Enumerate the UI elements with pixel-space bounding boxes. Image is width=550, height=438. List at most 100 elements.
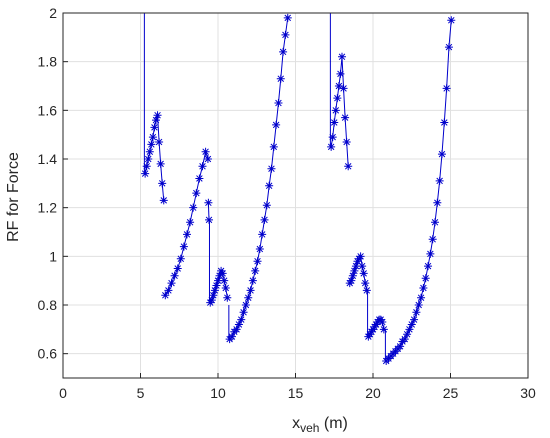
data-point-marker: [353, 257, 362, 266]
data-point-marker: [327, 142, 336, 151]
data-point-marker: [338, 52, 346, 61]
data-point-marker: [331, 106, 340, 115]
x-axis-label-unit: (m): [319, 415, 347, 432]
data-point-marker: [170, 271, 179, 280]
data-point-marker: [218, 269, 227, 278]
data-point-marker: [342, 137, 351, 146]
data-point-marker: [142, 162, 151, 171]
axis-ticks: 0 5 10 15 20 25 30 0.6 0.8 1 1.2 1.4 1.6 1.8 2: [38, 5, 536, 401]
data-point-marker: [276, 74, 285, 83]
data-point-marker: [362, 286, 371, 295]
data-point-marker: [369, 325, 377, 334]
data-point-marker: [203, 155, 212, 163]
data-point-marker: [345, 279, 354, 288]
data-point-marker: [447, 16, 456, 25]
data-point-marker: [433, 198, 442, 207]
x-tick-label: 10: [210, 385, 226, 401]
data-point-marker: [195, 174, 204, 183]
data-point-marker: [431, 218, 439, 227]
data-point-marker: [350, 266, 359, 275]
data-point-marker: [234, 320, 243, 329]
data-point-marker: [173, 264, 182, 273]
y-tick-label: 1.2: [38, 200, 58, 216]
y-tick-label: 0.6: [38, 346, 58, 362]
data-point-marker: [274, 99, 283, 108]
y-tick-label: 1: [49, 248, 57, 264]
data-point-marker: [164, 286, 173, 295]
data-point-marker: [207, 296, 216, 305]
data-point-marker: [155, 137, 164, 146]
data-point-marker: [396, 342, 405, 351]
data-point-marker: [267, 164, 276, 173]
data-point-marker: [421, 274, 430, 283]
data-point-marker: [330, 118, 339, 127]
y-tick-label: 1.8: [38, 54, 58, 70]
data-point-marker: [145, 147, 154, 156]
data-point-marker: [265, 181, 274, 190]
data-point-marker: [378, 318, 387, 327]
data-point-marker: [279, 47, 288, 56]
data-point-marker: [239, 308, 248, 317]
data-point-marker: [158, 179, 167, 188]
data-point-marker: [232, 325, 241, 334]
data-point-marker: [253, 257, 262, 266]
data-point-marker: [372, 320, 381, 329]
data-point-marker: [412, 308, 421, 317]
x-tick-label: 25: [443, 385, 459, 401]
data-point-marker: [424, 262, 433, 271]
data-point-marker: [269, 142, 278, 151]
data-point-marker: [152, 116, 160, 125]
data-series: [141, 13, 456, 365]
data-point-marker: [407, 320, 416, 329]
data-point-marker: [356, 252, 365, 261]
data-point-marker: [210, 286, 219, 295]
data-point-marker: [255, 245, 264, 254]
data-point-marker: [209, 291, 218, 300]
data-point-marker: [341, 113, 350, 122]
x-tick-label: 0: [59, 385, 67, 401]
data-point-marker: [328, 133, 337, 142]
data-point-marker: [217, 266, 226, 275]
data-point-marker: [440, 118, 449, 127]
data-point-marker: [348, 271, 357, 280]
data-point-marker: [419, 283, 428, 292]
data-point-marker: [205, 215, 214, 224]
data-point-marker: [147, 140, 156, 149]
data-point-marker: [214, 276, 222, 285]
data-point-marker: [405, 325, 414, 334]
data-point-marker: [379, 325, 388, 334]
data-point-marker: [183, 230, 191, 239]
data-point-marker: [206, 298, 215, 307]
x-axis-label-main: x: [292, 415, 300, 432]
data-point-marker: [241, 301, 250, 309]
data-point-marker: [355, 254, 364, 263]
x-axis-label-subscript: veh: [300, 421, 319, 435]
data-point-marker: [417, 293, 426, 302]
data-point-marker: [370, 322, 379, 331]
x-axis-label: xveh (m): [292, 415, 348, 435]
data-point-marker: [361, 279, 370, 288]
x-tick-label: 15: [288, 385, 304, 401]
data-point-marker: [283, 13, 292, 22]
x-tick-label: 5: [137, 385, 145, 401]
data-point-marker: [442, 84, 451, 93]
data-point-marker: [435, 176, 444, 185]
data-point-marker: [272, 120, 281, 129]
data-point-marker: [437, 150, 446, 159]
data-point-marker: [212, 281, 221, 290]
data-point-marker: [251, 266, 260, 275]
data-point-marker: [281, 30, 290, 39]
data-point-marker: [220, 276, 229, 285]
data-point-marker: [258, 230, 267, 239]
y-tick-label: 0.8: [38, 297, 58, 313]
data-point-marker: [156, 159, 165, 168]
data-point-marker: [237, 315, 246, 324]
y-axis-label: RF for Force: [5, 152, 22, 242]
data-point-marker: [410, 315, 419, 324]
data-point-marker: [144, 155, 153, 163]
data-point-marker: [150, 123, 159, 132]
data-point-marker: [403, 330, 412, 339]
data-point-marker: [198, 162, 207, 171]
data-point-marker: [148, 133, 157, 142]
